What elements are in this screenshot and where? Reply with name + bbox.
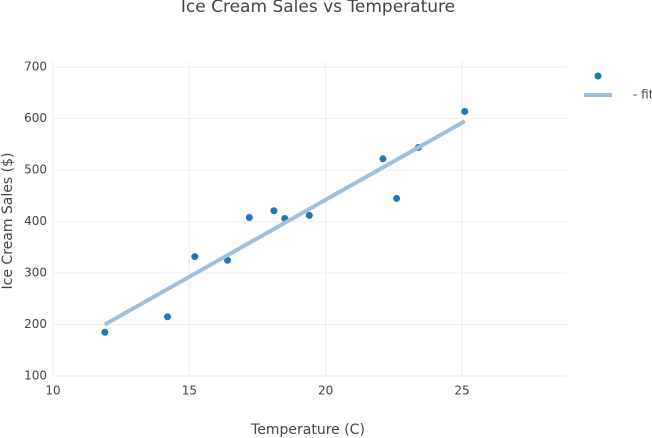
data-point	[305, 211, 313, 219]
data-point	[245, 213, 253, 221]
x-tick-label: 10	[45, 384, 60, 398]
x-tick-label: 15	[182, 384, 197, 398]
data-point	[191, 253, 199, 261]
chart-title: Ice Cream Sales vs Temperature	[181, 0, 455, 17]
fit-line	[103, 119, 466, 327]
legend-marker	[594, 72, 602, 80]
y-tick-label: 700	[24, 60, 47, 74]
data-point	[164, 313, 172, 321]
data-point	[101, 328, 109, 336]
x-tick-label: 25	[454, 384, 469, 398]
y-tick-label: 600	[24, 111, 47, 125]
data-point	[270, 207, 278, 215]
x-axis-title: Temperature (C)	[250, 422, 365, 438]
y-tick-label: 300	[24, 266, 47, 280]
data-point	[393, 194, 401, 202]
y-tick-label: 100	[24, 369, 47, 383]
y-axis-title: Ice Cream Sales ($)	[0, 153, 16, 290]
y-tick-label: 200	[24, 317, 47, 331]
data-point	[379, 155, 387, 163]
legend-label: - fit	[633, 88, 652, 102]
y-tick-label: 500	[24, 163, 47, 177]
x-tick-label: 20	[318, 384, 333, 398]
y-tick-label: 400	[24, 214, 47, 228]
data-point	[461, 107, 469, 115]
